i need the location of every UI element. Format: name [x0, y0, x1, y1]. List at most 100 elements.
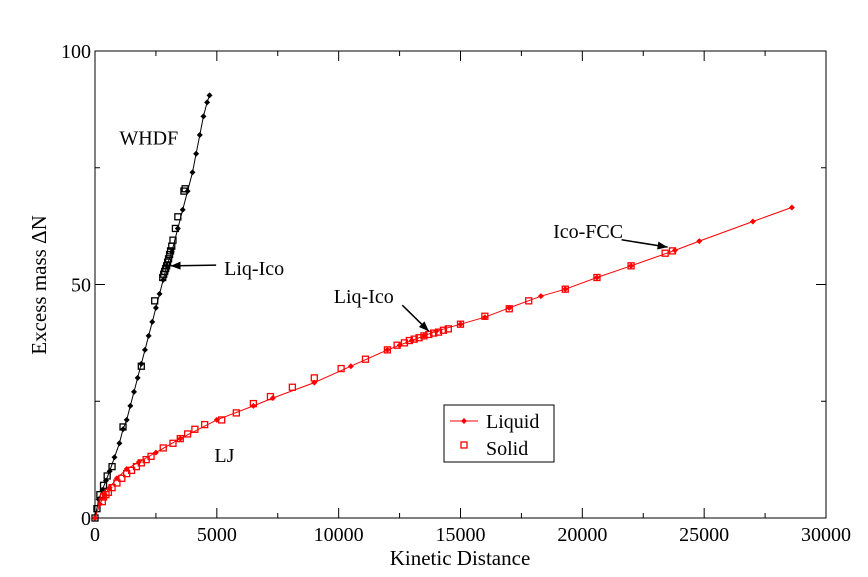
liquid-point	[200, 113, 207, 120]
solid-point	[430, 329, 438, 337]
liquid-point	[177, 435, 184, 442]
solid-point	[249, 399, 258, 408]
solid-point	[627, 262, 635, 270]
solid-point	[137, 362, 145, 370]
liquid-point	[123, 416, 130, 423]
liquid-point	[347, 363, 354, 370]
y-tick-label: 50	[71, 275, 91, 297]
liquid-point	[156, 290, 163, 297]
solid-point	[434, 328, 443, 336]
liquid-point	[152, 304, 159, 311]
solid-point	[98, 498, 106, 506]
solid-point	[162, 262, 171, 270]
solid-point	[181, 185, 189, 193]
x-axis-title: Kinetic Distance	[390, 546, 531, 570]
solid-point	[200, 420, 209, 429]
liquid-point	[127, 402, 134, 409]
liquid-point	[384, 346, 391, 353]
solid-point	[661, 249, 669, 257]
legend-liquid-label: Liquid	[486, 411, 539, 433]
annotation-label: Ico-FCC	[553, 221, 623, 243]
y-tick-label: 0	[81, 508, 91, 530]
solid-point	[361, 355, 370, 363]
annotation-arrowhead	[418, 321, 429, 332]
solid-point	[174, 213, 182, 221]
legend: Liquid Solid	[443, 404, 555, 463]
liquid-point	[537, 293, 544, 300]
solid-point	[103, 472, 111, 480]
solid-point	[119, 423, 127, 431]
solid-point	[169, 236, 177, 244]
x-tick-label: 5000	[197, 524, 237, 546]
liquid-point	[196, 132, 203, 139]
solid-point	[383, 346, 392, 354]
solid-point	[439, 326, 448, 334]
solid-point	[593, 273, 601, 282]
legend-box	[443, 404, 555, 463]
solid-point	[425, 330, 433, 339]
solid-point	[420, 332, 428, 340]
liquid-point	[457, 321, 464, 328]
solid-point	[505, 305, 513, 313]
solid-point	[444, 325, 452, 333]
liquid-point	[788, 204, 795, 211]
solid-point	[415, 334, 423, 342]
solid-point	[164, 255, 173, 263]
annotation-label: WHDF	[119, 127, 178, 149]
series-0	[91, 92, 213, 522]
solid-point	[232, 409, 240, 417]
annotations: WHDF Liq-Ico Liq-Ico Ico-FCC LJ	[119, 127, 668, 467]
solid-point	[151, 297, 159, 305]
solid-point	[171, 224, 180, 233]
annotation-arrowhead	[657, 241, 668, 250]
annotation-arrowhead	[170, 261, 181, 270]
annotation-label: Liq-Ico	[334, 286, 394, 308]
series-line	[94, 206, 793, 519]
solid-point	[481, 312, 489, 320]
solid-point	[218, 416, 226, 424]
legend-solid-marker	[460, 441, 468, 449]
solid-point	[169, 439, 177, 447]
x-tick-label: 30000	[801, 524, 851, 546]
tick-labels: 0 5000 10000 15000 20000 25000 30000 0 50 100	[61, 41, 851, 546]
liquid-point	[250, 402, 257, 409]
x-tick-label: 25000	[679, 524, 729, 546]
liquid-point	[141, 346, 148, 353]
annotation-label: LJ	[214, 445, 234, 467]
liquid-point	[193, 150, 200, 157]
y-tick-label: 100	[61, 41, 91, 63]
solid-point	[668, 247, 677, 255]
solid-point	[525, 297, 533, 305]
x-tick-label: 10000	[314, 524, 364, 546]
solid-point	[132, 462, 141, 471]
solid-point	[159, 444, 167, 452]
solid-point	[165, 250, 174, 259]
liquid-point	[149, 318, 156, 325]
liquid-point	[204, 99, 211, 106]
series-line	[94, 95, 210, 519]
solid-point	[99, 481, 108, 489]
axis-ticks	[94, 50, 827, 519]
liquid-point	[111, 454, 118, 461]
liquid-point	[696, 238, 703, 245]
solid-point	[410, 335, 418, 343]
annotation-label: Liq-Ico	[224, 258, 284, 280]
solid-point	[561, 285, 569, 293]
liquid-point	[562, 286, 569, 293]
solid-point	[183, 430, 192, 438]
series-layer	[91, 92, 795, 522]
liquid-point	[130, 388, 137, 395]
solid-point	[405, 336, 413, 345]
y-axis-title: Excess mass ΔN	[27, 215, 51, 354]
liquid-point	[145, 332, 152, 339]
solid-point	[400, 339, 409, 347]
liquid-point	[206, 92, 213, 99]
legend-liquid-marker	[461, 418, 467, 424]
solid-point	[108, 483, 116, 492]
solid-point	[166, 247, 175, 255]
liquid-point	[179, 206, 186, 213]
solid-point	[393, 341, 401, 349]
x-tick-label: 15000	[436, 524, 486, 546]
liquid-point	[116, 440, 123, 447]
